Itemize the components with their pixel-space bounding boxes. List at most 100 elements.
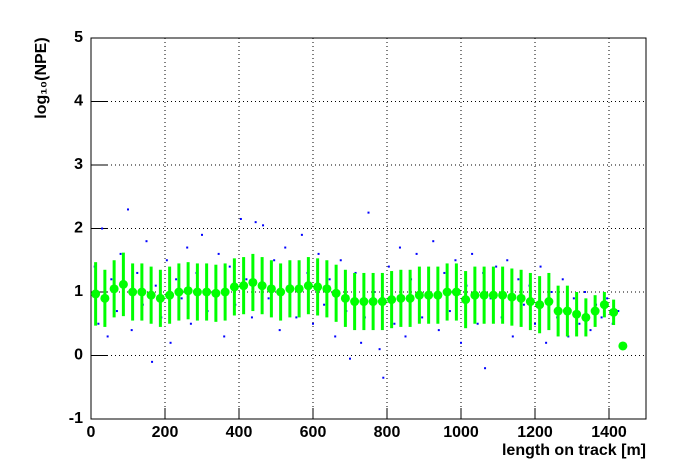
profile-point (155, 293, 165, 303)
data-point (328, 278, 331, 281)
data-point (572, 297, 575, 300)
data-point (583, 291, 586, 293)
data-point (415, 252, 418, 255)
profile-point (414, 290, 424, 300)
data-point (404, 335, 407, 338)
data-point (393, 322, 396, 325)
data-point (339, 259, 342, 262)
data-point (186, 246, 189, 249)
profile-point (498, 290, 508, 300)
data-point (323, 303, 326, 306)
profile-point (396, 293, 406, 303)
data-point (295, 316, 298, 319)
data-point (201, 233, 203, 236)
data-point (245, 278, 248, 281)
profile-point (257, 281, 267, 291)
data-point (169, 341, 172, 344)
data-point (101, 227, 104, 230)
profile-point (322, 284, 332, 294)
data-point (437, 329, 440, 332)
data-point (578, 322, 581, 325)
data-point (367, 211, 370, 214)
data-point (545, 341, 548, 344)
profile-point (331, 288, 341, 298)
profile-point (118, 279, 128, 289)
data-point (517, 278, 520, 281)
data-point (550, 291, 553, 293)
data-point (539, 265, 542, 268)
profile-point (535, 300, 545, 310)
y-axis-label: log₁₀(NPE) (33, 37, 50, 118)
data-point (312, 322, 314, 325)
data-point (180, 297, 183, 300)
profile-point (340, 293, 350, 303)
profile-point (91, 289, 101, 299)
profile-point (239, 281, 249, 291)
profile-point (100, 293, 110, 303)
data-point (284, 246, 287, 249)
profile-point (507, 292, 517, 302)
data-point (522, 303, 525, 306)
data-point (127, 208, 129, 211)
profile-point (479, 290, 489, 300)
data-point (349, 357, 351, 360)
profile-point (516, 293, 526, 303)
x-tick-label: 600 (300, 424, 327, 441)
data-point (273, 259, 276, 262)
data-point (606, 297, 609, 300)
x-tick-label: 200 (152, 424, 179, 441)
data-point (239, 217, 242, 220)
profile-point (609, 307, 619, 317)
data-point (589, 329, 592, 332)
profile-point (128, 287, 138, 297)
profile-point (146, 290, 156, 300)
data-point (250, 316, 253, 319)
data-point (115, 310, 118, 313)
profile-point (359, 297, 369, 307)
profile-point (387, 295, 397, 305)
plot-frame (90, 37, 647, 420)
profile-point (377, 297, 387, 307)
data-point (217, 252, 220, 255)
data-point (454, 259, 457, 262)
profile-point (442, 287, 452, 297)
data-point (432, 240, 435, 243)
profile-point (266, 284, 276, 294)
data-point (189, 322, 192, 325)
data-point (421, 316, 424, 319)
profile-point (405, 293, 415, 303)
x-tick-label: 1200 (517, 424, 553, 441)
profile-point (544, 297, 554, 307)
profile-point (433, 290, 443, 300)
data-point (317, 252, 320, 255)
data-point (360, 341, 363, 344)
y-tick-label: -1 (69, 410, 83, 427)
data-point (223, 335, 226, 338)
profile-point (202, 287, 212, 297)
profile-point (183, 286, 193, 296)
profile-point (470, 290, 480, 300)
y-tick-label: 1 (74, 283, 83, 300)
profile-point (525, 297, 535, 307)
profile-point (220, 287, 230, 297)
profile-point (165, 290, 175, 300)
data-point (154, 284, 157, 287)
data-point (387, 265, 390, 268)
data-point (300, 233, 303, 236)
data-point (484, 367, 487, 370)
data-point (119, 252, 122, 255)
profile-point (109, 284, 119, 294)
profile-point (174, 287, 184, 297)
profile-point (248, 277, 258, 287)
data-point (175, 278, 178, 281)
data-point (382, 376, 385, 379)
profile-point (211, 288, 221, 298)
x-tick-label: 1400 (591, 424, 627, 441)
profile-point (488, 290, 498, 300)
data-point (151, 360, 154, 363)
profile-point (229, 282, 239, 292)
x-tick-label: 400 (226, 424, 253, 441)
profile-point (192, 287, 202, 297)
data-point (617, 310, 620, 313)
